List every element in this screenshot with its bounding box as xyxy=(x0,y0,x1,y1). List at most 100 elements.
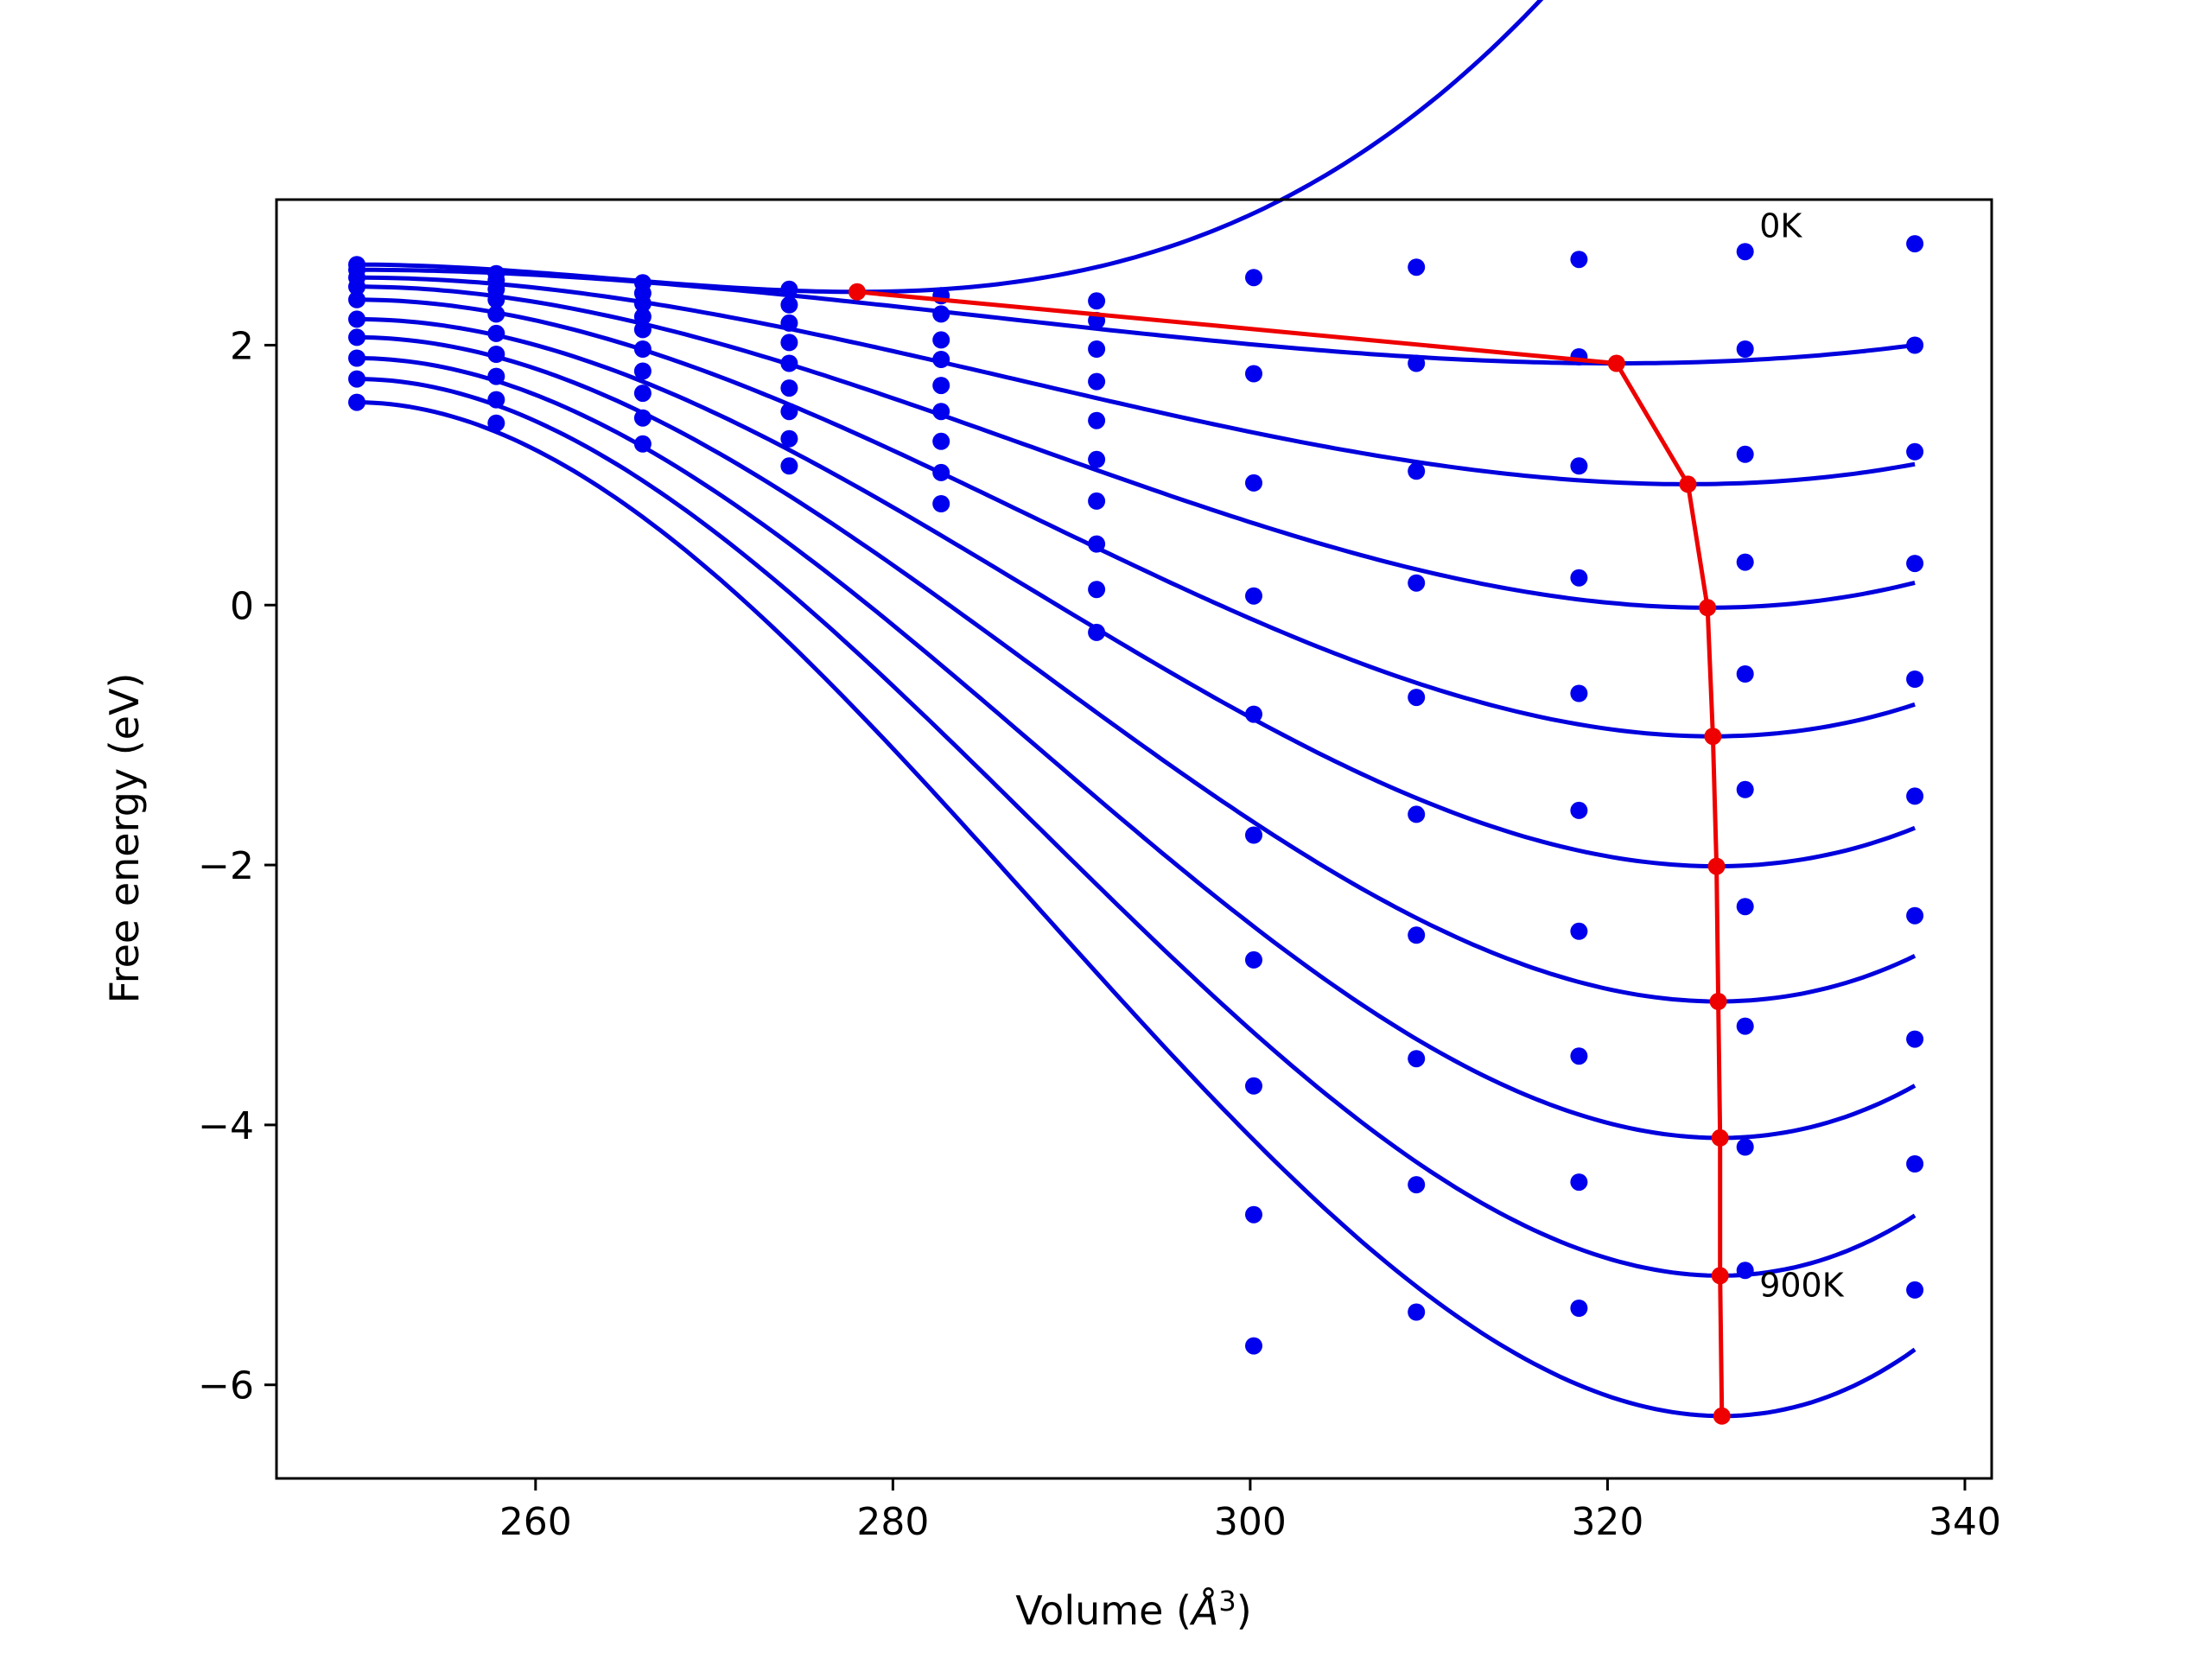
data-point-500K xyxy=(780,379,798,397)
data-point-400K xyxy=(1408,689,1426,707)
data-point-900K xyxy=(1088,623,1106,641)
y-axis-label: Free energy (eV) xyxy=(101,673,148,1004)
minimum-point-100K xyxy=(1607,354,1625,372)
data-point-400K xyxy=(1245,705,1262,723)
data-point-100K xyxy=(932,305,950,323)
data-point-600K xyxy=(1736,898,1754,916)
data-point-100K xyxy=(1736,340,1754,358)
data-point-300K xyxy=(1906,555,1924,573)
data-point-200K xyxy=(1245,474,1262,492)
data-point-700K xyxy=(1408,1050,1426,1068)
data-point-400K xyxy=(780,354,798,372)
data-point-700K xyxy=(932,463,950,481)
x-axis-label: Volume (Å3) xyxy=(1015,1585,1251,1634)
fit-curve-200K xyxy=(356,275,1916,486)
data-point-900K xyxy=(1570,1300,1588,1317)
minimum-point-600K xyxy=(1709,993,1727,1010)
minimum-point-300K xyxy=(1699,599,1717,617)
data-point-500K xyxy=(487,324,505,342)
data-point-100K xyxy=(1570,348,1588,365)
minimum-point-0K xyxy=(849,283,866,301)
x-tick-label: 260 xyxy=(499,1500,572,1544)
fit-curve-300K xyxy=(357,284,1916,610)
data-point-700K xyxy=(780,429,798,448)
data-point-100K xyxy=(1245,365,1262,383)
data-point-800K xyxy=(1570,1173,1588,1192)
data-point-600K xyxy=(1570,922,1588,940)
fit-curve-0K xyxy=(357,0,1544,295)
data-point-600K xyxy=(932,432,950,450)
data-point-900K xyxy=(1408,1303,1426,1321)
data-point-600K xyxy=(487,346,505,363)
data-point-700K xyxy=(487,367,505,385)
fit-curve-800K xyxy=(356,377,1916,1278)
data-point-200K xyxy=(1408,462,1426,480)
y-tick-label: −4 xyxy=(198,1104,254,1148)
fit-curve-400K xyxy=(356,297,1916,739)
data-point-800K xyxy=(1088,581,1106,599)
data-point-800K xyxy=(1408,1176,1426,1194)
data-point-500K xyxy=(633,340,652,358)
x-tick-label: 300 xyxy=(1214,1500,1287,1544)
minimum-point-400K xyxy=(1704,728,1722,746)
data-point-300K xyxy=(1570,569,1588,587)
y-tick-label: −6 xyxy=(198,1364,254,1408)
fit-curve-700K xyxy=(356,356,1916,1141)
data-point-400K xyxy=(1570,684,1588,702)
data-point-300K xyxy=(932,351,950,368)
x-tick-label: 340 xyxy=(1929,1500,2001,1544)
data-point-400K xyxy=(1906,671,1924,688)
data-point-900K xyxy=(1736,1262,1754,1280)
data-point-600K xyxy=(1408,926,1426,944)
x-tick-label: 320 xyxy=(1571,1500,1643,1544)
x-tick-label: 280 xyxy=(856,1500,929,1544)
minimum-point-900K xyxy=(1713,1407,1731,1425)
data-point-300K xyxy=(1736,553,1754,571)
data-point-0K xyxy=(1736,243,1754,261)
data-point-100K xyxy=(1408,354,1426,372)
data-point-600K xyxy=(348,328,365,346)
data-point-500K xyxy=(348,310,365,328)
data-point-900K xyxy=(633,435,652,453)
y-tick-label: 2 xyxy=(230,324,254,368)
data-point-700K xyxy=(1736,1017,1754,1035)
data-point-200K xyxy=(1906,442,1924,461)
minimum-point-200K xyxy=(1679,475,1697,493)
data-point-400K xyxy=(1736,665,1754,683)
data-point-400K xyxy=(487,305,505,323)
fit-curve-100K xyxy=(357,267,1916,365)
data-point-800K xyxy=(487,391,505,409)
data-point-600K xyxy=(1906,906,1924,925)
data-point-700K xyxy=(1088,535,1106,553)
data-point-500K xyxy=(1245,826,1262,844)
fit-curve-500K xyxy=(356,316,1916,869)
data-point-800K xyxy=(1736,1138,1754,1156)
data-point-200K xyxy=(1570,457,1588,475)
data-point-300K xyxy=(1408,574,1426,592)
plot-area: 0K 900K xyxy=(348,0,1924,1425)
data-point-200K xyxy=(780,314,798,332)
data-point-100K xyxy=(780,296,798,314)
minimum-point-800K xyxy=(1711,1267,1729,1285)
data-point-300K xyxy=(1088,372,1106,391)
data-point-200K xyxy=(1736,445,1754,463)
data-point-800K xyxy=(348,370,365,388)
data-point-400K xyxy=(1088,411,1106,429)
axes: 260 280 300 320 340 2 0 −2 −4 −6 xyxy=(198,324,2001,1544)
data-point-600K xyxy=(780,403,798,421)
data-point-300K xyxy=(348,277,365,296)
annotation-900K: 900K xyxy=(1759,1266,1845,1304)
data-point-400K xyxy=(348,290,365,308)
data-point-700K xyxy=(348,349,365,367)
y-tick-label: 0 xyxy=(230,584,254,628)
data-point-600K xyxy=(633,362,652,380)
data-point-200K xyxy=(932,331,950,349)
data-point-700K xyxy=(633,385,652,403)
data-point-400K xyxy=(932,377,950,395)
data-point-700K xyxy=(1570,1047,1588,1065)
data-point-0K xyxy=(1245,269,1262,287)
data-point-800K xyxy=(633,409,652,427)
data-point-800K xyxy=(932,495,950,512)
data-point-0K xyxy=(1570,251,1588,269)
